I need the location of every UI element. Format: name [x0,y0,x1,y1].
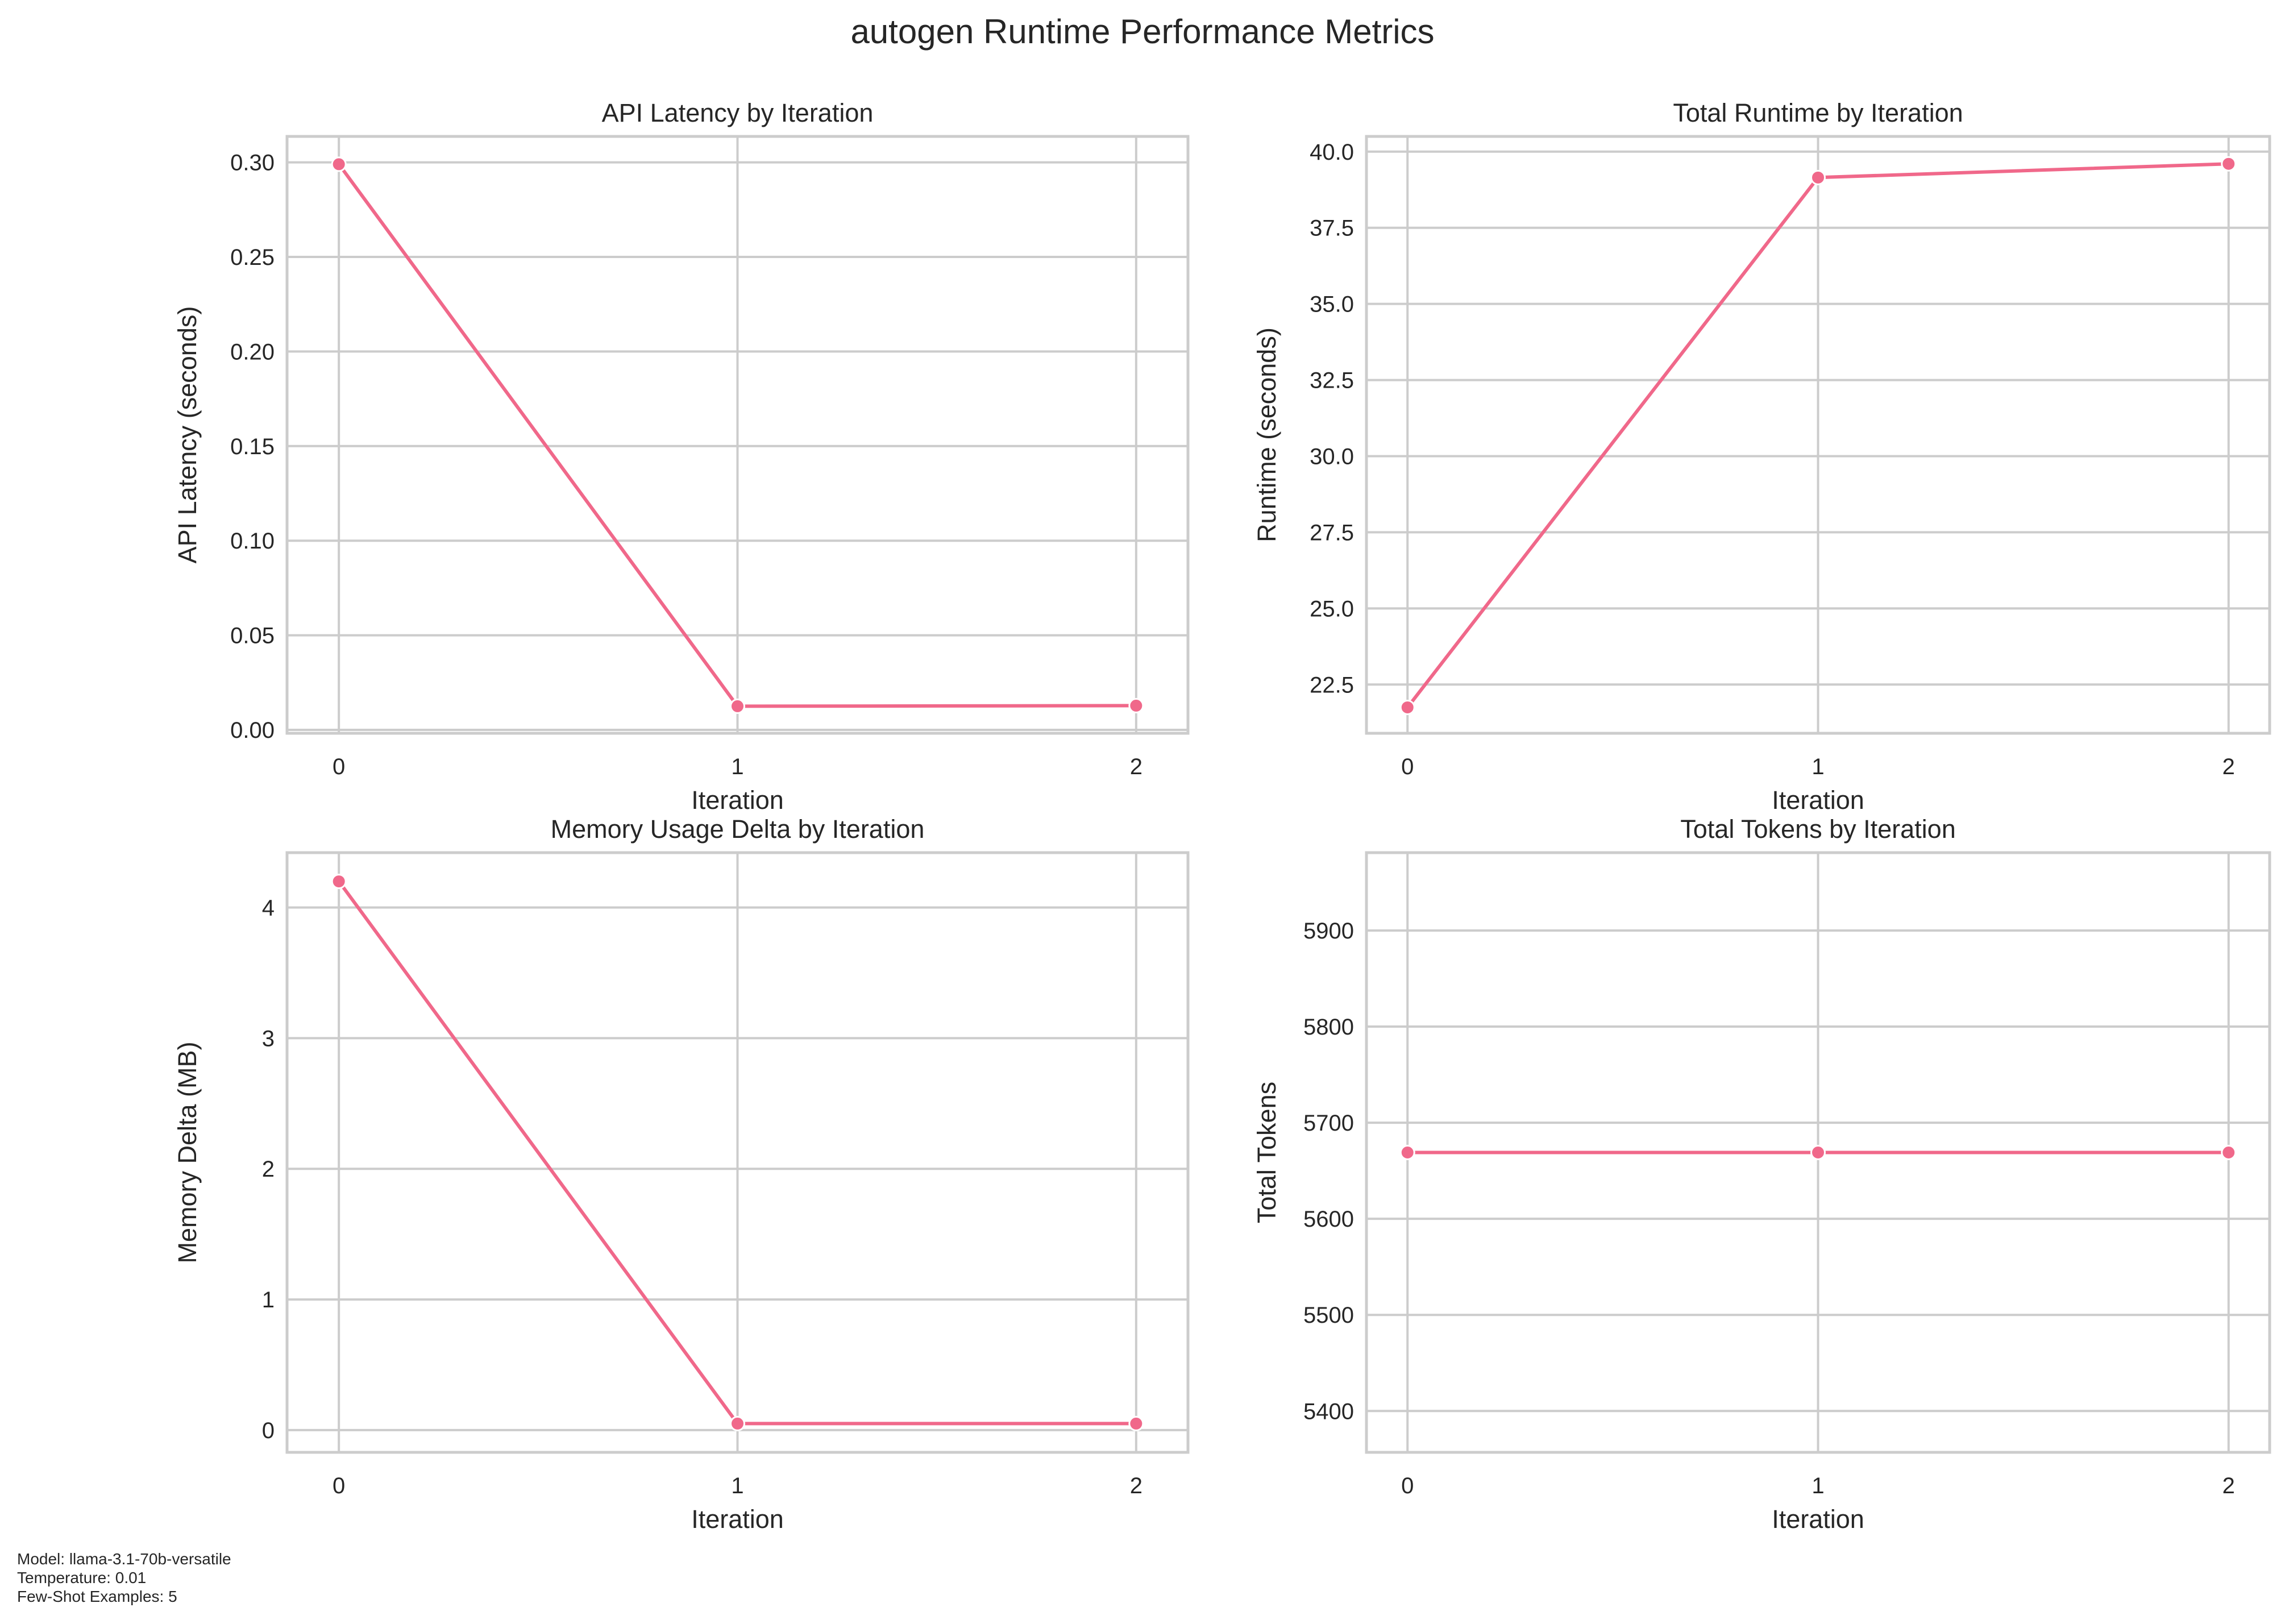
data-point [2221,156,2237,172]
footer-model: Model: llama-3.1-70b-versatile [17,1550,231,1568]
data-point [730,1415,745,1431]
figure-title: autogen Runtime Performance Metrics [850,13,1434,51]
y-tick-label: 30.0 [1310,445,1354,470]
data-point [730,698,745,714]
y-tick-label: 35.0 [1310,292,1354,317]
x-tick-label: 0 [333,1473,345,1498]
data-point [1399,1145,1415,1160]
data-point [331,156,347,172]
x-tick-label: 0 [1401,1473,1414,1498]
x-tick-label: 2 [1130,754,1142,779]
x-axis-label: Iteration [691,786,784,815]
footer-few-shot: Few-Shot Examples: 5 [17,1588,177,1605]
x-tick-label: 0 [333,754,345,779]
y-tick-label: 0.15 [230,434,275,459]
data-point [1810,1145,1826,1160]
y-axis-label: Runtime (seconds) [1252,327,1281,542]
y-tick-label: 0.05 [230,624,275,649]
x-tick-label: 2 [2222,1473,2235,1498]
panel-total-tokens-by-iteration: 5400 5500 5600 5700 5800 5900 0 1 2 Total Tokens … [1252,815,2271,1534]
y-tick-label: 22.5 [1310,672,1354,697]
x-tick-label: 1 [731,754,743,779]
y-tick-label: 4 [262,896,275,921]
x-tick-label: 2 [1130,1473,1142,1498]
x-tick-label: 1 [1812,754,1824,779]
plot-frame [285,851,1190,1454]
panel-total-runtime-by-iteration: 22.5 25.0 27.5 30.0 32.5 35.0 37.5 40.0 0 1 2 Total… [1252,98,2271,815]
y-tick-label: 25.0 [1310,596,1354,621]
x-tick-label: 0 [1401,754,1414,779]
data-point [1128,1415,1144,1431]
y-tick-label: 5600 [1303,1207,1354,1232]
x-tick-label: 1 [1812,1473,1824,1498]
y-tick-label: 40.0 [1310,140,1354,165]
y-axis-label: Memory Delta (MB) [173,1041,202,1263]
y-tick-label: 0.00 [230,718,275,743]
y-tick-label: 5700 [1303,1111,1354,1136]
y-tick-label: 2 [262,1157,275,1182]
x-tick-label: 2 [2222,754,2235,779]
x-axis-label: Iteration [691,1505,784,1534]
x-axis-label: Iteration [1772,786,1864,815]
panel-title: Total Runtime by Iteration [1673,98,1963,127]
x-tick-label: 1 [731,1473,743,1498]
y-tick-label: 0 [262,1418,275,1443]
data-point [1810,169,1826,185]
y-axis-label: Total Tokens [1252,1082,1281,1223]
y-tick-label: 27.5 [1310,520,1354,545]
y-tick-label: 3 [262,1026,275,1051]
panel-api-latency-by-iteration: 0.00 0.05 0.10 0.15 0.20 0.25 0.30 0 1 2 API Laten… [173,98,1190,815]
data-point [331,874,347,890]
plot-frame [1365,851,2271,1454]
y-tick-label: 5900 [1303,919,1354,944]
y-tick-label: 37.5 [1310,216,1354,241]
y-tick-label: 0.25 [230,245,275,270]
y-tick-label: 0.10 [230,529,275,554]
y-tick-label: 5500 [1303,1303,1354,1328]
y-tick-label: 0.20 [230,339,275,364]
y-axis-label: API Latency (seconds) [173,306,202,564]
y-tick-label: 32.5 [1310,368,1354,393]
panel-title: Memory Usage Delta by Iteration [551,815,925,844]
panel-memory-usage-delta-by-iteration: 0 1 2 3 4 0 1 2 Memory Usage Delta by Iteration I… [173,815,1190,1534]
y-tick-label: 5400 [1303,1399,1354,1424]
y-tick-label: 5800 [1303,1015,1354,1040]
data-point [1128,697,1144,713]
run-info-footer: Model: llama-3.1-70b-versatile Temperatu… [17,1550,231,1606]
panel-title: Total Tokens by Iteration [1680,815,1955,844]
panel-title: API Latency by Iteration [602,98,874,127]
x-axis-label: Iteration [1772,1505,1864,1534]
data-point [2221,1145,2237,1160]
y-tick-label: 0.30 [230,151,275,176]
data-point [1399,699,1415,715]
y-tick-label: 1 [262,1287,275,1313]
plot-frame [1365,135,2271,735]
footer-temperature: Temperature: 0.01 [17,1569,147,1586]
plot-frame [285,135,1190,735]
